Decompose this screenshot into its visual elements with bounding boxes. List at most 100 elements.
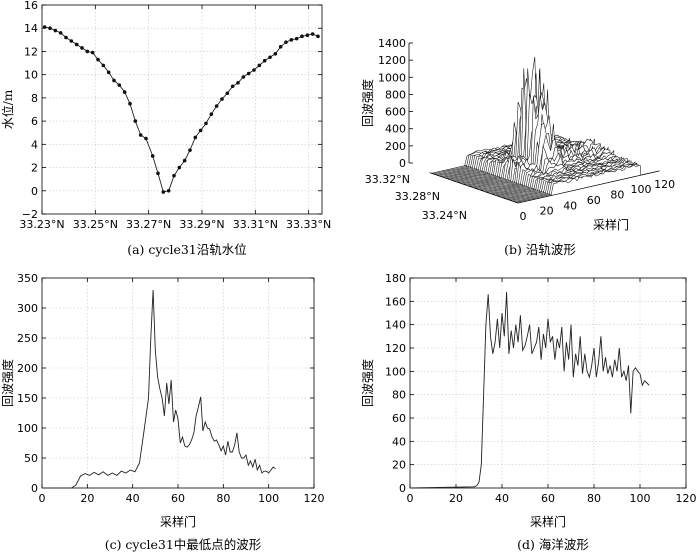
- data-point: [112, 78, 116, 83]
- z-axis-label: 回波强度: [360, 79, 375, 127]
- y-tick-label: 2: [31, 162, 38, 175]
- z-tick-label: 200: [385, 140, 406, 153]
- x-tick-label: 40: [495, 492, 509, 505]
- waveform-ribbon: [517, 164, 641, 204]
- x-tick-label: 60: [587, 194, 601, 207]
- data-point: [74, 42, 79, 47]
- panel-d-ocean-waveform-chart: 0 20 40 60 80 100 120 0 20 40 60 80 100 120 140 160 180 回…: [360, 272, 697, 552]
- x-tick-label: 100: [258, 492, 279, 505]
- data-point: [161, 190, 166, 194]
- y-tick-label: 10: [24, 69, 38, 82]
- data-point: [220, 97, 224, 101]
- data-point: [262, 58, 267, 63]
- data-point: [172, 173, 176, 178]
- data-point: [198, 128, 203, 133]
- x-tick-label: 80: [216, 492, 230, 505]
- data-point: [209, 112, 214, 116]
- y-tick-label: 8: [31, 92, 38, 105]
- y-tick-label: 100: [385, 365, 406, 378]
- data-point: [156, 171, 160, 176]
- panel-caption: (c) cycle31中最低点的波形: [105, 537, 262, 552]
- y-tick-label: 0: [399, 482, 406, 495]
- data-point: [289, 38, 294, 42]
- y-tick-label: 160: [385, 295, 406, 308]
- data-point: [117, 83, 122, 87]
- data-point: [101, 63, 106, 68]
- data-point: [144, 136, 148, 141]
- y-tick-label: 50: [24, 452, 38, 465]
- x-tick-label: 0: [407, 492, 414, 505]
- data-point: [166, 188, 171, 193]
- lat-tick-label: 33.32°N: [365, 173, 410, 186]
- plot-frame: [41, 4, 323, 215]
- data-point: [225, 91, 230, 96]
- data-point: [138, 133, 143, 137]
- data-point: [106, 70, 111, 75]
- x-tick-label: 100: [630, 492, 651, 505]
- series-line: [42, 289, 276, 489]
- data-point: [230, 84, 235, 89]
- data-point: [85, 49, 90, 54]
- y-axis-label: 回波强度: [360, 359, 375, 407]
- data-point: [278, 45, 283, 49]
- y-tick-label: 350: [17, 272, 38, 285]
- x-tick-label: 120: [676, 492, 697, 505]
- x-tick-label: 120: [654, 178, 675, 191]
- data-point: [214, 104, 219, 108]
- x-tick-label: 60: [171, 492, 185, 505]
- panel-c-lowest-point-waveform-chart: 0 20 40 60 80 100 120 0 50 100 150 200 250 300 350 回波强度…: [0, 272, 325, 552]
- data-point: [96, 57, 100, 62]
- series-line: [409, 291, 650, 489]
- data-point: [257, 63, 262, 68]
- data-point: [316, 34, 320, 39]
- x-tick-label: 20: [449, 492, 463, 505]
- x-tick-label: 33.31°N: [233, 218, 278, 231]
- x-tick-label: 0: [520, 210, 527, 223]
- y-tick-label: 60: [392, 412, 406, 425]
- z-tick-label: 400: [385, 123, 406, 136]
- x-axis-label: 采样门: [160, 514, 196, 529]
- z-tick-label: 0: [399, 157, 406, 170]
- data-point: [69, 39, 74, 43]
- y-tick-label: 80: [392, 389, 406, 402]
- y-tick-label: 250: [17, 332, 38, 345]
- y-tick-label: 300: [17, 302, 38, 315]
- x-tick-label: 0: [39, 492, 46, 505]
- data-point: [150, 154, 155, 158]
- y-tick-label: 20: [392, 459, 406, 472]
- y-tick-label: 0: [31, 482, 38, 495]
- data-point: [252, 68, 256, 72]
- data-point: [53, 28, 58, 33]
- data-point: [58, 31, 63, 35]
- data-point: [133, 119, 138, 123]
- x-tick-label: 33.25°N: [73, 218, 118, 231]
- x-tick-label: 33.29°N: [179, 218, 224, 231]
- lat-tick-label: 33.28°N: [395, 190, 440, 203]
- x-tick-label: 33.23°N: [19, 218, 64, 231]
- data-point: [182, 158, 187, 163]
- data-point: [90, 50, 95, 55]
- data-point: [128, 101, 132, 106]
- data-point: [42, 25, 47, 29]
- x-tick-label: 80: [610, 189, 624, 202]
- data-point: [48, 26, 52, 31]
- data-point: [188, 148, 192, 152]
- x-tick-label: 33.27°N: [126, 218, 171, 231]
- x-tick-label: 33.33°N: [286, 218, 331, 231]
- y-tick-label: 14: [24, 22, 38, 35]
- x-tick-label: 40: [563, 199, 577, 212]
- lat-tick-label: 33.24°N: [422, 209, 467, 222]
- x-tick-label: 60: [541, 492, 555, 505]
- data-point: [268, 55, 272, 60]
- plot-frame: [41, 277, 315, 489]
- z-tick-label: 800: [385, 88, 406, 101]
- z-tick-label: 600: [385, 106, 406, 119]
- data-point: [204, 121, 208, 126]
- y-tick-label: 6: [31, 115, 38, 128]
- data-point: [177, 165, 182, 170]
- data-point: [122, 90, 127, 94]
- panel-a-waterlevel-chart: 33.23°N 33.25°N 33.27°N 33.29°N 33.31°N 33.33…: [0, 0, 331, 257]
- y-tick-label: 40: [392, 435, 406, 448]
- y-tick-label: 0: [31, 185, 38, 198]
